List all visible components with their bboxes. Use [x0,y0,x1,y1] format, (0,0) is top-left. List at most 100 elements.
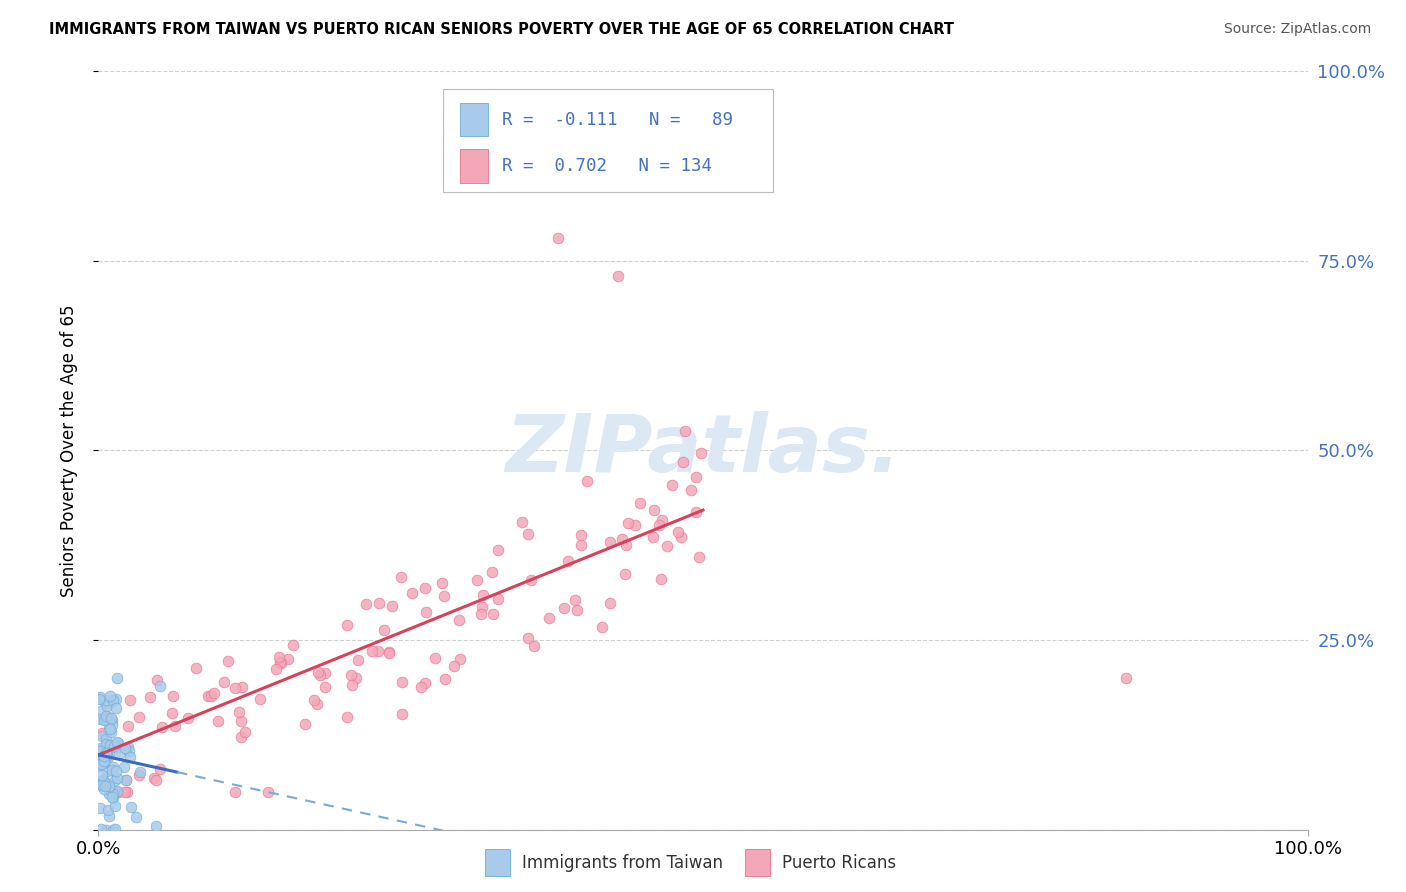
Point [118,750,141,764]
Point [91,747,114,762]
Point [517,526,540,541]
Point [567,603,589,617]
Point [669,530,692,544]
Point [120,799,142,814]
Point [90,756,112,771]
Y-axis label: Seniors Poverty Over the Age of 65: Seniors Poverty Over the Age of 65 [59,304,77,597]
Point [689,446,711,460]
Point [97,780,120,794]
Point [269,655,291,669]
Point [391,707,413,722]
Point [308,668,330,682]
Point [115,785,138,799]
Point [107,736,129,750]
Point [150,721,173,735]
Point [96,764,118,778]
Point [98,787,121,801]
Point [100,711,122,725]
Point [591,620,613,634]
Point [114,785,136,799]
Point [97,739,120,754]
Point [233,725,256,739]
Text: IMMIGRANTS FROM TAIWAN VS PUERTO RICAN SENIORS POVERTY OVER THE AGE OF 65 CORREL: IMMIGRANTS FROM TAIWAN VS PUERTO RICAN S… [49,22,955,37]
Point [685,505,707,519]
Point [112,760,135,774]
Point [575,474,598,488]
Point [523,640,546,654]
Point [214,674,236,689]
Point [165,719,187,733]
Point [149,679,172,693]
Point [200,689,222,703]
Point [373,623,395,637]
Point [277,652,299,666]
Point [90,741,112,756]
Point [270,657,292,671]
Point [94,714,117,728]
Point [465,573,488,587]
Point [381,599,404,614]
Point [101,787,124,801]
Point [520,573,543,587]
Point [103,785,125,799]
Point [423,650,446,665]
Point [628,496,651,510]
Point [599,534,621,549]
Point [149,762,172,776]
Point [391,674,413,689]
Point [98,723,121,737]
Point [100,789,122,804]
Point [91,756,114,770]
Point [87,691,110,706]
Point [547,231,569,245]
Point [231,714,253,728]
Point [207,714,229,728]
Point [401,586,423,600]
Point [101,822,124,837]
Point [564,592,586,607]
Point [607,269,630,284]
Point [361,643,384,657]
Point [571,528,593,542]
Point [94,754,117,768]
Point [614,566,637,581]
Point [96,731,118,746]
Point [103,739,125,753]
Point [347,653,370,667]
Point [93,774,115,789]
Point [94,780,117,794]
Point [91,778,114,792]
Point [482,607,505,621]
Point [264,662,287,676]
Point [624,518,647,533]
Point [217,654,239,668]
Point [93,775,115,789]
Point [643,502,665,516]
Point [616,516,638,530]
Point [97,779,120,793]
Point [378,646,401,660]
Point [344,671,367,685]
Point [98,739,121,753]
Point [104,773,127,788]
Point [307,697,329,711]
Point [125,810,148,824]
Point [115,772,138,787]
Point [389,570,412,584]
Point [105,735,128,749]
Point [688,549,710,564]
Point [101,693,124,707]
Point [367,643,389,657]
Point [202,686,225,700]
Point [104,700,127,714]
Text: R =  -0.111   N =   89: R = -0.111 N = 89 [502,111,733,128]
Point [89,690,111,704]
Point [96,708,118,723]
Point [93,749,115,764]
Point [98,689,121,703]
Point [510,516,533,530]
Point [307,665,329,680]
Point [430,575,453,590]
Point [94,746,117,760]
Point [672,455,695,469]
